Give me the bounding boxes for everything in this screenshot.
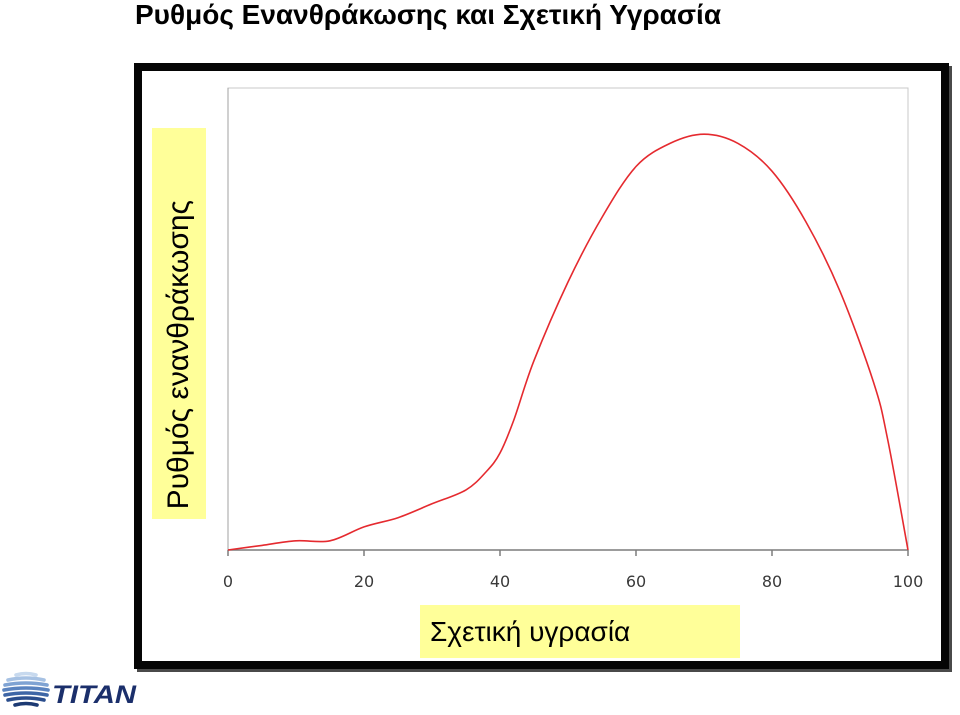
y-axis-label-box: Ρυθμός ενανθράκωσης <box>152 128 206 519</box>
x-axis-label-box: Σχετική υγρασία <box>420 605 740 658</box>
x-axis-label: Σχετική υγρασία <box>430 615 631 647</box>
slide-title: Ρυθμός Ενανθράκωσης και Σχετική Υγρασία <box>135 0 722 30</box>
globe-swoosh <box>6 676 46 682</box>
globe-swoosh <box>14 671 38 677</box>
logo-wordmark: TITAN <box>52 681 137 709</box>
globe-swoosh <box>13 701 39 707</box>
globe-swoosh <box>3 681 49 687</box>
y-axis-label: Ρυθμός ενανθράκωσης <box>162 199 195 509</box>
globe-swoosh <box>2 686 50 692</box>
titan-logo: TITAN <box>2 671 137 709</box>
chart-frame <box>134 63 949 669</box>
globe-icon <box>2 671 50 707</box>
globe-swoosh <box>3 691 49 697</box>
globe-swoosh <box>6 696 46 702</box>
